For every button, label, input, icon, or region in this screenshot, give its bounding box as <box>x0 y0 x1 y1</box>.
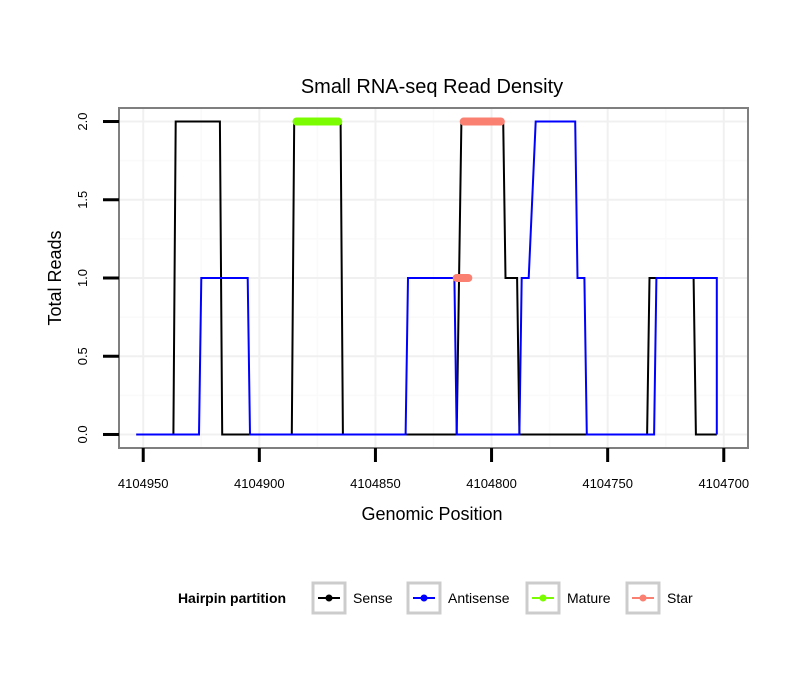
x-tick-label: 4104700 <box>698 476 749 491</box>
legend-label-mature: Mature <box>567 590 611 606</box>
y-tick-label: 2.0 <box>75 112 90 130</box>
x-tick-label: 4104900 <box>234 476 285 491</box>
x-tick-label: 4104950 <box>118 476 169 491</box>
highlight-layer <box>292 117 505 282</box>
axis-layer: 4104950 4104900 4104850 4104800 4104750 41047… <box>75 112 749 491</box>
x-tick-label: 4104750 <box>582 476 633 491</box>
y-tick-label: 0.0 <box>75 425 90 443</box>
legend-key-dot <box>539 594 547 602</box>
chart-title: Small RNA-seq Read Density <box>301 76 563 98</box>
y-tick-label: 1.0 <box>75 269 90 287</box>
y-tick-label: 1.5 <box>75 191 90 209</box>
series-line-antisense <box>136 120 718 436</box>
legend-label-star: Star <box>667 590 693 606</box>
legend: Hairpin partition Sense Antisense Mature St… <box>178 581 693 615</box>
legend-title: Hairpin partition <box>178 590 286 606</box>
legend-key-dot <box>325 594 333 602</box>
x-tick-label: 4104850 <box>350 476 401 491</box>
x-axis-label: Genomic Position <box>361 504 502 524</box>
legend-key-dot <box>420 594 428 602</box>
y-axis-label: Total Reads <box>45 230 65 325</box>
y-tick-label: 0.5 <box>75 347 90 365</box>
legend-key-dot <box>639 594 647 602</box>
x-tick-label: 4104800 <box>466 476 517 491</box>
legend-label-antisense: Antisense <box>448 590 510 606</box>
legend-label-sense: Sense <box>353 590 393 606</box>
